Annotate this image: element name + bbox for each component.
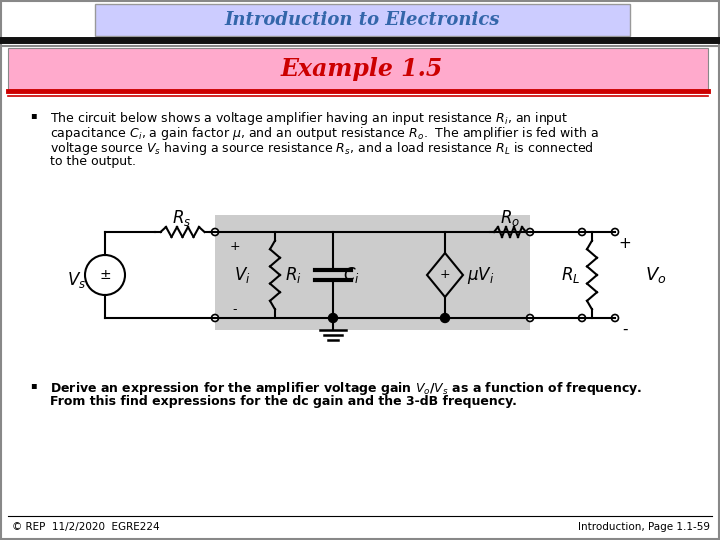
Text: Introduction to Electronics: Introduction to Electronics (224, 11, 500, 29)
Circle shape (328, 314, 338, 322)
Text: ▪: ▪ (30, 110, 37, 120)
Text: From this find expressions for the dc gain and the 3-dB frequency.: From this find expressions for the dc ga… (50, 395, 517, 408)
Text: -: - (622, 322, 628, 337)
Text: $V_i$: $V_i$ (234, 265, 251, 285)
Text: ▪: ▪ (30, 380, 37, 390)
Text: Derive an expression for the amplifier voltage gain $V_o$/$V_s$ as a function of: Derive an expression for the amplifier v… (50, 380, 642, 397)
Circle shape (212, 228, 218, 235)
Text: $R_s$: $R_s$ (172, 208, 192, 228)
Text: Example 1.5: Example 1.5 (281, 57, 444, 81)
Text: -: - (233, 303, 238, 316)
FancyBboxPatch shape (215, 215, 530, 330)
Text: $C_i$: $C_i$ (343, 265, 360, 285)
Text: $\mu V_i$: $\mu V_i$ (467, 265, 495, 286)
Text: Introduction, Page 1.1-59: Introduction, Page 1.1-59 (578, 522, 710, 532)
Text: $R_L$: $R_L$ (561, 265, 580, 285)
Text: $R_i$: $R_i$ (285, 265, 302, 285)
Text: The circuit below shows a voltage amplifier having an input resistance $R_i$, an: The circuit below shows a voltage amplif… (50, 110, 569, 127)
Circle shape (578, 228, 585, 235)
Text: +: + (440, 268, 450, 281)
Text: +: + (230, 240, 240, 253)
Circle shape (611, 228, 618, 235)
Text: ±: ± (99, 268, 111, 282)
Text: $R_o$: $R_o$ (500, 208, 520, 228)
Circle shape (212, 314, 218, 321)
Circle shape (441, 314, 449, 322)
Text: +: + (618, 236, 631, 251)
Text: capacitance $C_i$, a gain factor $\mu$, and an output resistance $R_o$.  The amp: capacitance $C_i$, a gain factor $\mu$, … (50, 125, 598, 142)
Text: $V_s$: $V_s$ (68, 270, 86, 290)
Circle shape (578, 314, 585, 321)
FancyBboxPatch shape (8, 48, 708, 90)
Circle shape (526, 314, 534, 321)
Text: voltage source $V_s$ having a source resistance $R_s$, and a load resistance $R_: voltage source $V_s$ having a source res… (50, 140, 594, 157)
Text: $V_o$: $V_o$ (645, 265, 667, 285)
Circle shape (611, 314, 618, 321)
Circle shape (526, 228, 534, 235)
FancyBboxPatch shape (95, 4, 630, 36)
Text: © REP  11/2/2020  EGRE224: © REP 11/2/2020 EGRE224 (12, 522, 160, 532)
Text: to the output.: to the output. (50, 155, 136, 168)
